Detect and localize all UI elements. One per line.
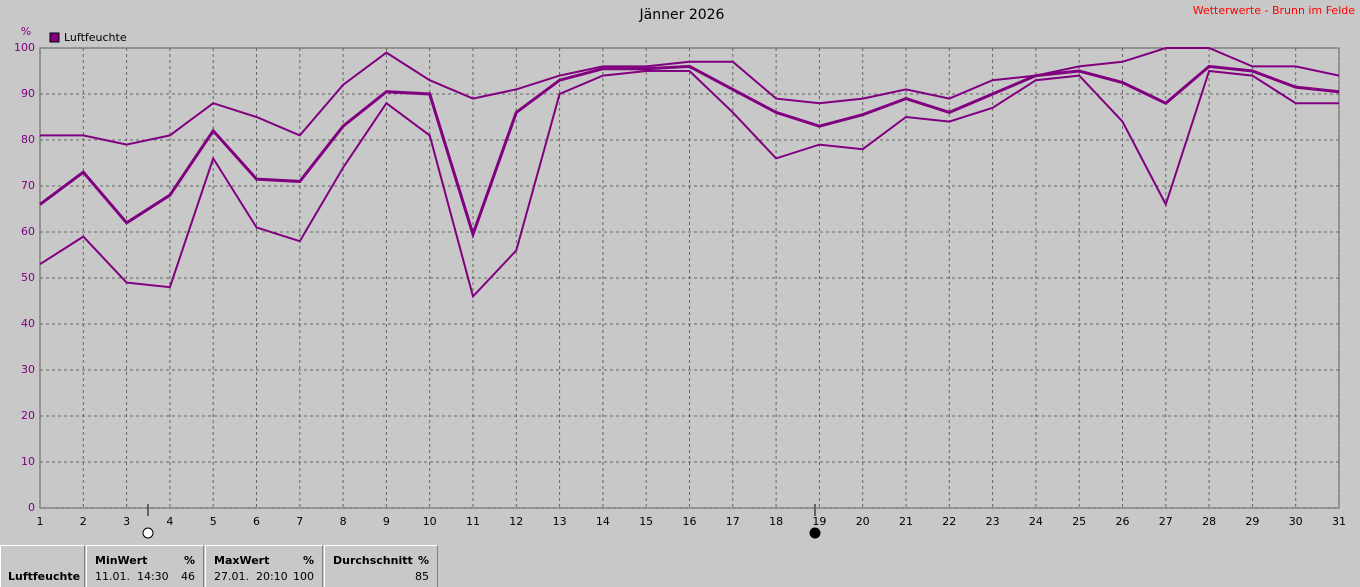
x-tick-label: 31 — [1332, 515, 1346, 528]
x-tick-label: 23 — [986, 515, 1000, 528]
x-tick-label: 17 — [726, 515, 740, 528]
x-tick-label: 21 — [899, 515, 913, 528]
x-tick-label: 2 — [80, 515, 87, 528]
x-tick-label: 26 — [1116, 515, 1130, 528]
stat-value: 85 — [415, 570, 429, 583]
y-tick-label: 30 — [21, 363, 35, 376]
y-tick-label: 20 — [21, 409, 35, 422]
legend-swatch — [49, 32, 60, 43]
x-tick-label: 8 — [340, 515, 347, 528]
stat-time: 27.01. 20:10 — [214, 570, 288, 583]
y-tick-label: 40 — [21, 317, 35, 330]
x-tick-label: 20 — [856, 515, 870, 528]
y-tick-label: 50 — [21, 271, 35, 284]
y-tick-label: 80 — [21, 133, 35, 146]
x-tick-label: 6 — [253, 515, 260, 528]
y-tick-label: 10 — [21, 455, 35, 468]
y-tick-label: 70 — [21, 179, 35, 192]
x-tick-label: 30 — [1289, 515, 1303, 528]
x-tick-label: 9 — [383, 515, 390, 528]
series-line — [39, 64, 1340, 240]
x-tick-label: 4 — [166, 515, 173, 528]
stat-unit: % — [183, 554, 195, 567]
x-tick-label: 14 — [596, 515, 610, 528]
stat-unit: % — [302, 554, 314, 567]
x-tick-label: 12 — [509, 515, 523, 528]
x-tick-label: 16 — [683, 515, 697, 528]
stat-cell: Durchschnitt% 85 — [324, 545, 438, 587]
x-tick-label: 11 — [466, 515, 480, 528]
y-tick-label: 90 — [21, 87, 35, 100]
chart-subtitle: Wetterwerte - Brunn im Felde — [1193, 4, 1356, 17]
x-tick-label: 5 — [210, 515, 217, 528]
new-moon — [809, 527, 821, 539]
full-moon — [142, 527, 154, 539]
y-tick-label: 100 — [14, 41, 35, 54]
stat-time: 11.01. 14:30 — [95, 570, 169, 583]
stat-header: MaxWert — [214, 554, 270, 567]
x-tick-label: 7 — [296, 515, 303, 528]
x-tick-label: 22 — [942, 515, 956, 528]
stat-header: MinWert — [95, 554, 148, 567]
x-tick-label: 18 — [769, 515, 783, 528]
stat-value: 46 — [181, 570, 195, 583]
stat-header: Durchschnitt — [333, 554, 413, 567]
stat-cell: MinWert% 11.01. 14:30 46 — [86, 545, 204, 587]
series-line — [39, 69, 1339, 299]
row-label-cell: Luftfeuchte — [0, 545, 85, 587]
x-tick-label: 1 — [37, 515, 44, 528]
legend-label: Luftfeuchte — [64, 31, 127, 44]
y-unit: % — [21, 25, 31, 38]
x-tick-label: 25 — [1072, 515, 1086, 528]
x-tick-label: 19 — [812, 515, 826, 528]
x-tick-label: 29 — [1245, 515, 1259, 528]
x-tick-label: 10 — [423, 515, 437, 528]
stat-cell: MaxWert% 27.01. 20:10 100 — [205, 545, 323, 587]
x-tick-label: 15 — [639, 515, 653, 528]
y-tick-label: 60 — [21, 225, 35, 238]
x-tick-label: 27 — [1159, 515, 1173, 528]
chart: Jänner 2026 Wetterwerte - Brunn im Felde… — [14, 4, 1356, 539]
stat-unit: % — [417, 554, 429, 567]
stat-value: 100 — [293, 570, 314, 583]
x-tick-label: 3 — [123, 515, 130, 528]
x-tick-label: 13 — [553, 515, 567, 528]
series-line — [40, 47, 1340, 146]
x-tick-label: 28 — [1202, 515, 1216, 528]
chart-title: Jänner 2026 — [639, 7, 725, 23]
row-label: Luftfeuchte — [8, 570, 81, 583]
y-tick-label: 0 — [28, 501, 35, 514]
x-tick-label: 24 — [1029, 515, 1043, 528]
